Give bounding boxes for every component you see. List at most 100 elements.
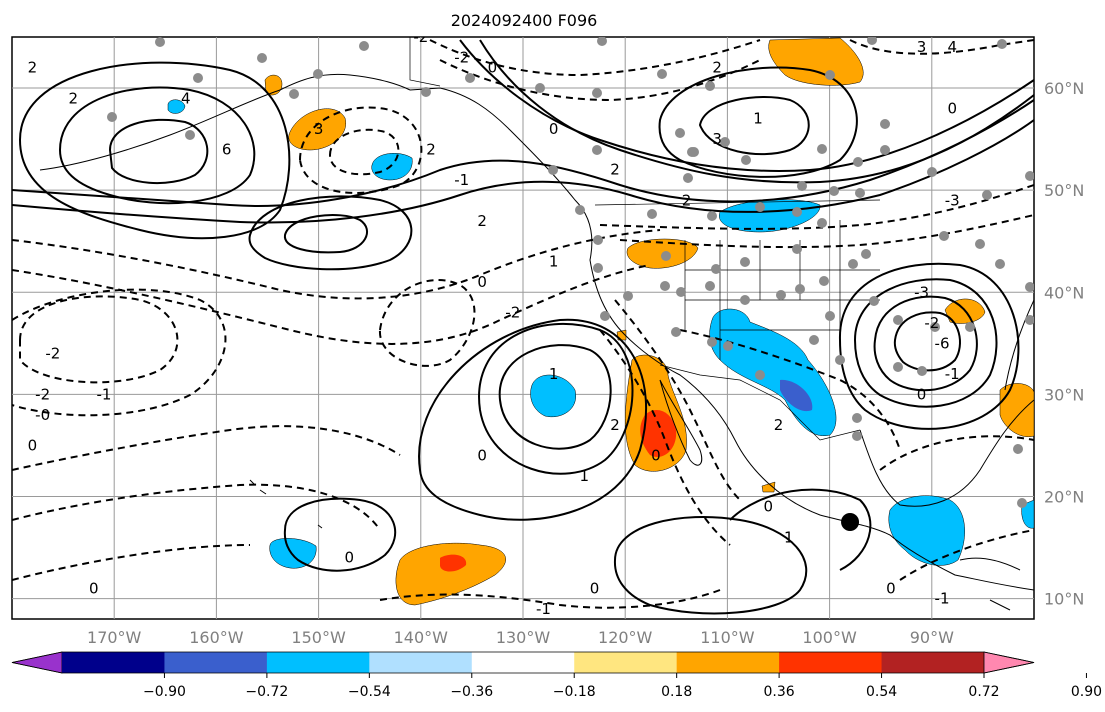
contour-dash-greenland	[849, 39, 1034, 55]
contour-solid-mexico-high-2	[729, 488, 872, 571]
map-markers	[841, 513, 860, 531]
contour-label: -3	[914, 283, 929, 301]
contour-solid-hawaii-high	[283, 497, 397, 572]
contour-label: -1	[96, 385, 111, 403]
colorbar-extend-high	[983, 651, 1035, 674]
contour-solid-east-low-3	[893, 311, 961, 372]
colorbar-segment	[164, 652, 268, 673]
contour-label: 2	[610, 161, 620, 179]
contour-label: 3	[314, 120, 324, 138]
colorbar-tick-label: −0.54	[348, 684, 391, 700]
contour-label: 2	[28, 59, 38, 77]
contour-solid-north-pacific-high-inner	[283, 214, 369, 254]
contour-label: 0	[488, 59, 498, 77]
lat-tick-label: 40°N	[1044, 283, 1084, 302]
contour-label: 2	[69, 89, 79, 107]
lon-tick-label: 140°W	[394, 628, 449, 647]
station-observations	[107, 37, 1034, 508]
border-alaska-canada	[409, 37, 441, 87]
contour-label: 0	[764, 498, 774, 516]
colorbar-segment	[676, 652, 780, 673]
lon-tick-label: 120°W	[598, 628, 653, 647]
colorbar-segment	[881, 652, 985, 673]
contour-label: 0	[917, 385, 927, 403]
contour-label: 3	[917, 38, 927, 56]
contour-label: -2	[924, 314, 939, 332]
contour-dash-west-pacific-low	[19, 295, 179, 384]
contour-label: 1	[580, 467, 590, 485]
colorbar-segment	[266, 652, 370, 673]
colorbar-segment	[574, 652, 678, 673]
border-canada-us	[594, 199, 881, 206]
coastline-baja	[659, 379, 703, 466]
coastline-gulf-of-mexico	[859, 399, 1034, 507]
contour-dash-mid-pacific	[378, 279, 476, 367]
contour-label: 0	[947, 99, 957, 117]
contour-solid-alaska-north	[459, 39, 1034, 172]
contour-solid-east-low-4	[838, 262, 1020, 430]
colorbar-segment	[369, 652, 473, 673]
contour-solid-east-pacific-high	[498, 344, 612, 450]
contour-label: 1	[549, 253, 559, 271]
contour-dash-caribbean	[879, 435, 1034, 471]
contour-dash-california-trough-2	[599, 329, 731, 546]
contour-label: 0	[344, 549, 354, 567]
contour-label: -1	[945, 365, 960, 383]
contour-label: 1	[784, 528, 794, 546]
contour-dash-tropical-1	[12, 544, 251, 581]
contour-solid-north-pacific-high	[248, 195, 413, 271]
contour-label: 0	[28, 436, 38, 454]
contour-label: 2	[610, 416, 620, 434]
contour-label: 0	[886, 579, 896, 597]
contour-label: 2	[682, 191, 692, 209]
contour-solid-east-low-1	[853, 278, 998, 408]
contour-label: 1	[549, 365, 559, 383]
contour-solid-bering-high	[58, 86, 256, 205]
contour-label: 0	[590, 579, 600, 597]
coastline-north-america	[409, 87, 1034, 591]
contour-label: -1	[536, 600, 551, 618]
map-panel: 22 46320-1210-2-2-2-0-101201000-102010-12…	[11, 28, 1084, 647]
lat-tick-label: 60°N	[1044, 79, 1084, 98]
lon-tick-label: 110°W	[700, 628, 755, 647]
shade-negative-gulf	[371, 153, 413, 181]
colorbar-tick-label: −0.72	[245, 684, 288, 700]
contour-label: -2	[505, 304, 520, 322]
lon-tick-label: 160°W	[189, 628, 244, 647]
contour-label: 2	[712, 59, 722, 77]
shade-negative-pacific	[530, 374, 577, 418]
contour-dash-pacific-trough-2	[12, 264, 651, 345]
contour-label: 4	[947, 38, 957, 56]
colorbar-tick-label: 0.18	[661, 684, 692, 700]
contour-solid-bering-high-inner	[108, 118, 209, 185]
contour-label: 1	[753, 110, 763, 128]
shade-positive-subtropical	[395, 542, 506, 606]
longitude-tick-labels: 170°W 160°W 150°W 140°W 130°W 120°W 110°W 100°W…	[87, 628, 954, 647]
contour-label: 0	[477, 447, 487, 465]
contour-dash-tropical-2	[379, 589, 721, 609]
shade-positive-canada	[768, 37, 864, 86]
lon-tick-label: 90°W	[910, 628, 954, 647]
lat-tick-label: 30°N	[1044, 385, 1084, 404]
lon-tick-label: 170°W	[87, 628, 142, 647]
colorbar-tick-label: −0.36	[450, 684, 493, 700]
contour-solid-alaska-north-2	[479, 39, 1034, 184]
contour-solid-bering-outer	[18, 61, 291, 240]
coastline-caribbean-islands	[959, 557, 1021, 611]
contour-dash-pacific-trough-1	[12, 229, 661, 300]
contour-label: 0	[651, 447, 661, 465]
contour-label: -2	[413, 28, 428, 46]
contour-label: -6	[935, 334, 950, 352]
contour-solid-jet-2	[12, 119, 1034, 224]
contour-label: -2	[454, 48, 469, 66]
contour-label: -0	[35, 406, 50, 424]
colorbar-tick-label: 0.36	[764, 684, 795, 700]
contour-dash-subtropical-2	[12, 483, 381, 531]
contour-label: -2	[35, 385, 50, 403]
location-marker	[841, 513, 860, 531]
contour-label: 2	[477, 212, 487, 230]
colorbar-tick-label: 0.72	[968, 684, 999, 700]
contour-solid-east-low-2	[873, 295, 978, 392]
lat-tick-label: 20°N	[1044, 487, 1084, 506]
shade-positive-aleutians	[288, 108, 347, 151]
